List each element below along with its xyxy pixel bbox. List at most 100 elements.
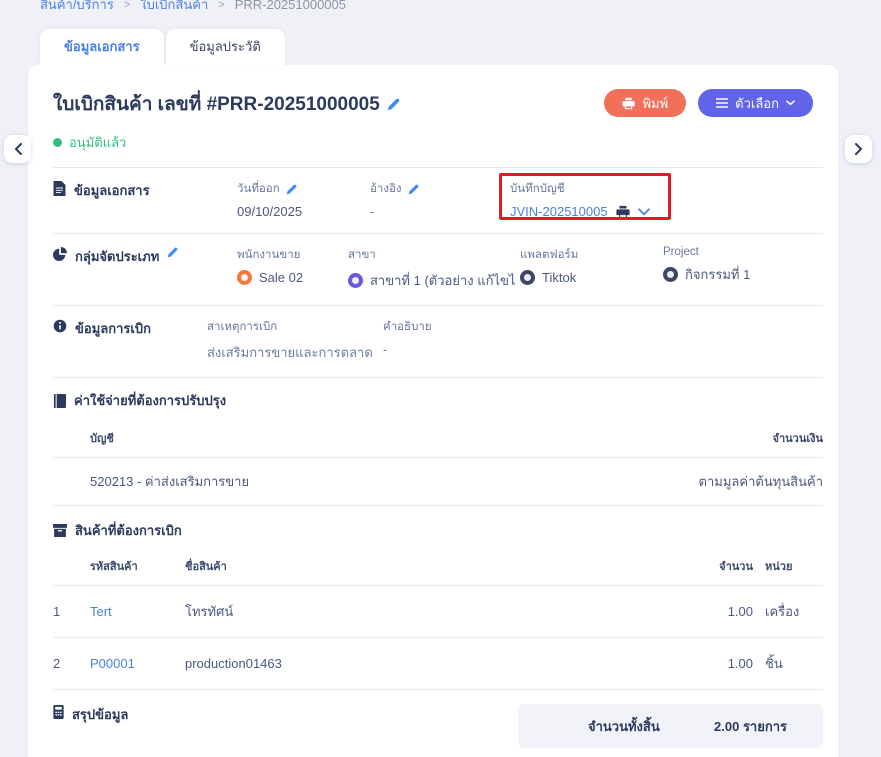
product-col-qty: จำนวน bbox=[719, 561, 753, 573]
edit-title-icon[interactable] bbox=[387, 98, 400, 111]
section-title-text: ข้อมูลเอกสาร bbox=[74, 183, 150, 198]
journal-entry-field: บันทึกบัญชี JVIN-202510005 bbox=[499, 173, 671, 220]
expense-account-value: 520213 - ค่าส่งเสริมการขาย bbox=[90, 474, 250, 489]
branch-field: สาขา สาขาที่ 1 (ตัวอย่าง แก้ไขไ... bbox=[348, 246, 520, 291]
salesperson-label: พนักงานขาย bbox=[237, 249, 301, 261]
status-dot-icon bbox=[53, 138, 62, 147]
edit-reference-icon[interactable] bbox=[408, 184, 419, 195]
product-code-link[interactable]: Tert bbox=[90, 604, 112, 619]
journal-book-icon bbox=[53, 393, 66, 408]
product-row-index: 2 bbox=[53, 656, 61, 671]
pie-chart-icon bbox=[53, 247, 67, 261]
breadcrumb-link-products[interactable]: สินค้า/บริการ bbox=[40, 0, 114, 12]
options-button[interactable]: ตัวเลือก bbox=[698, 89, 813, 117]
section-expenses-title: ค่าใช้จ่ายที่ต้องการปรับปรุง bbox=[53, 378, 823, 413]
expense-amount-value: ตามมูลค่าต้นทุนสินค้า bbox=[698, 474, 823, 489]
description-field: คำอธิบาย - bbox=[383, 318, 432, 363]
reference-value: - bbox=[370, 204, 375, 219]
edit-classification-icon[interactable] bbox=[167, 247, 178, 258]
breadcrumb: สินค้า/บริการ > ใบเบิกสินค้า > PRR-20251… bbox=[40, 0, 881, 15]
prev-page-button[interactable] bbox=[4, 135, 31, 163]
expense-col-amount: จำนวนเงิน bbox=[772, 433, 824, 445]
info-icon bbox=[53, 319, 67, 333]
summary-total-label: จำนวนทั้งสิ้น bbox=[588, 718, 660, 734]
branch-label: สาขา bbox=[348, 249, 376, 261]
tab-history[interactable]: ข้อมูลประวัติ bbox=[165, 29, 285, 65]
product-col-unit: หน่วย bbox=[765, 561, 793, 573]
calculator-icon bbox=[53, 705, 64, 719]
section-title-text: ค่าใช้จ่ายที่ต้องการปรับปรุง bbox=[74, 393, 227, 408]
product-qty: 1.00 bbox=[727, 604, 753, 619]
summary-total-value: 2.00 รายการ bbox=[714, 718, 787, 734]
product-code-link[interactable]: P00001 bbox=[90, 656, 135, 671]
journal-entry-link[interactable]: JVIN-202510005 bbox=[510, 204, 608, 219]
description-value: - bbox=[383, 342, 388, 357]
tab-document-info[interactable]: ข้อมูลเอกสาร bbox=[40, 29, 164, 65]
title-row: ใบเบิกสินค้า เลขที่ #PRR-20251000005 พิม… bbox=[53, 89, 823, 119]
reference-field: อ้างอิง - bbox=[370, 180, 510, 219]
breadcrumb-separator: > bbox=[123, 0, 131, 11]
project-avatar-icon bbox=[663, 267, 678, 282]
printer-icon bbox=[622, 97, 636, 110]
action-buttons: พิมพ์ ตัวเลือก bbox=[604, 89, 813, 117]
chevron-down-icon bbox=[786, 100, 795, 106]
description-label: คำอธิบาย bbox=[383, 321, 432, 333]
document-card: ใบเบิกสินค้า เลขที่ #PRR-20251000005 พิม… bbox=[28, 65, 838, 757]
platform-value: Tiktok bbox=[542, 270, 577, 285]
breadcrumb-separator: > bbox=[218, 0, 225, 11]
project-label: Project bbox=[663, 246, 699, 258]
expense-table-header: บัญชี จำนวนเงิน bbox=[53, 413, 823, 457]
product-row: 1 Tert โทรทัศน์ 1.00 เครื่อง bbox=[53, 586, 823, 637]
product-name: production01463 bbox=[185, 656, 282, 671]
section-withdraw-info: ข้อมูลการเบิก สาเหตุการเบิก ส่งเสริมการข… bbox=[53, 306, 823, 377]
expense-row: 520213 - ค่าส่งเสริมการขาย ตามมูลค่าต้นท… bbox=[53, 458, 823, 505]
journal-entry-label: บันทึกบัญชี bbox=[510, 183, 565, 195]
section-products-title: สินค้าที่ต้องการเบิก bbox=[53, 506, 823, 543]
product-col-name: ชื่อสินค้า bbox=[185, 561, 227, 573]
section-title-text: ข้อมูลการเบิก bbox=[75, 321, 151, 336]
chevron-right-icon bbox=[854, 143, 862, 155]
section-document-info-title: ข้อมูลเอกสาร bbox=[53, 180, 237, 219]
issue-date-value: 09/10/2025 bbox=[237, 204, 303, 219]
journal-print-icon[interactable] bbox=[616, 205, 630, 219]
section-classification: กลุ่มจัดประเภท พนักงานขาย Sale 02 สาขา ส… bbox=[53, 234, 823, 305]
chevron-left-icon bbox=[14, 143, 22, 155]
page-title-text: ใบเบิกสินค้า เลขที่ #PRR-20251000005 bbox=[53, 94, 380, 115]
options-button-label: ตัวเลือก bbox=[735, 95, 779, 111]
menu-lines-icon bbox=[716, 98, 729, 108]
journal-chevron-down-icon[interactable] bbox=[637, 207, 650, 216]
section-summary: สรุปข้อมูล จำนวนทั้งสิ้น 2.00 รายการ bbox=[53, 690, 823, 757]
product-row: 2 P00001 production01463 1.00 ชิ้น bbox=[53, 638, 823, 689]
section-withdraw-info-title: ข้อมูลการเบิก bbox=[53, 318, 207, 363]
breadcrumb-link-withdraw-doc[interactable]: ใบเบิกสินค้า bbox=[140, 0, 209, 12]
print-button[interactable]: พิมพ์ bbox=[604, 89, 687, 117]
section-title-text: สรุปข้อมูล bbox=[72, 707, 129, 722]
platform-field: แพลตฟอร์ม Tiktok bbox=[520, 246, 663, 291]
issue-date-field: วันที่ออก 09/10/2025 bbox=[237, 180, 370, 219]
box-icon bbox=[53, 524, 67, 537]
platform-avatar-icon bbox=[520, 270, 535, 285]
next-page-button[interactable] bbox=[845, 135, 872, 163]
section-classification-title: กลุ่มจัดประเภท bbox=[53, 246, 237, 291]
section-title-text: กลุ่มจัดประเภท bbox=[75, 249, 160, 264]
section-summary-title: สรุปข้อมูล bbox=[53, 704, 128, 725]
issue-date-label: วันที่ออก bbox=[237, 183, 280, 195]
print-button-label: พิมพ์ bbox=[642, 95, 669, 111]
salesperson-avatar-icon bbox=[237, 270, 252, 285]
reference-label: อ้างอิง bbox=[370, 183, 402, 195]
withdraw-reason-label: สาเหตุการเบิก bbox=[207, 321, 278, 333]
summary-total-box: จำนวนทั้งสิ้น 2.00 รายการ bbox=[518, 704, 823, 748]
document-icon bbox=[53, 181, 66, 196]
edit-issue-date-icon[interactable] bbox=[286, 184, 297, 195]
status-badge: อนุมัติแล้ว bbox=[53, 132, 823, 153]
page-title: ใบเบิกสินค้า เลขที่ #PRR-20251000005 bbox=[53, 89, 400, 119]
breadcrumb-current: PRR-20251000005 bbox=[234, 0, 346, 12]
product-unit: ชิ้น bbox=[765, 656, 783, 671]
withdraw-reason-value: ส่งเสริมการขายและการตลาด bbox=[207, 345, 373, 360]
project-value: กิจกรรมที่ 1 bbox=[685, 267, 751, 282]
expense-col-account: บัญชี bbox=[90, 433, 114, 445]
status-label: อนุมัติแล้ว bbox=[69, 135, 127, 150]
withdraw-reason-field: สาเหตุการเบิก ส่งเสริมการขายและการตลาด bbox=[207, 318, 373, 363]
section-title-text: สินค้าที่ต้องการเบิก bbox=[75, 523, 182, 538]
product-row-index: 1 bbox=[53, 604, 61, 619]
